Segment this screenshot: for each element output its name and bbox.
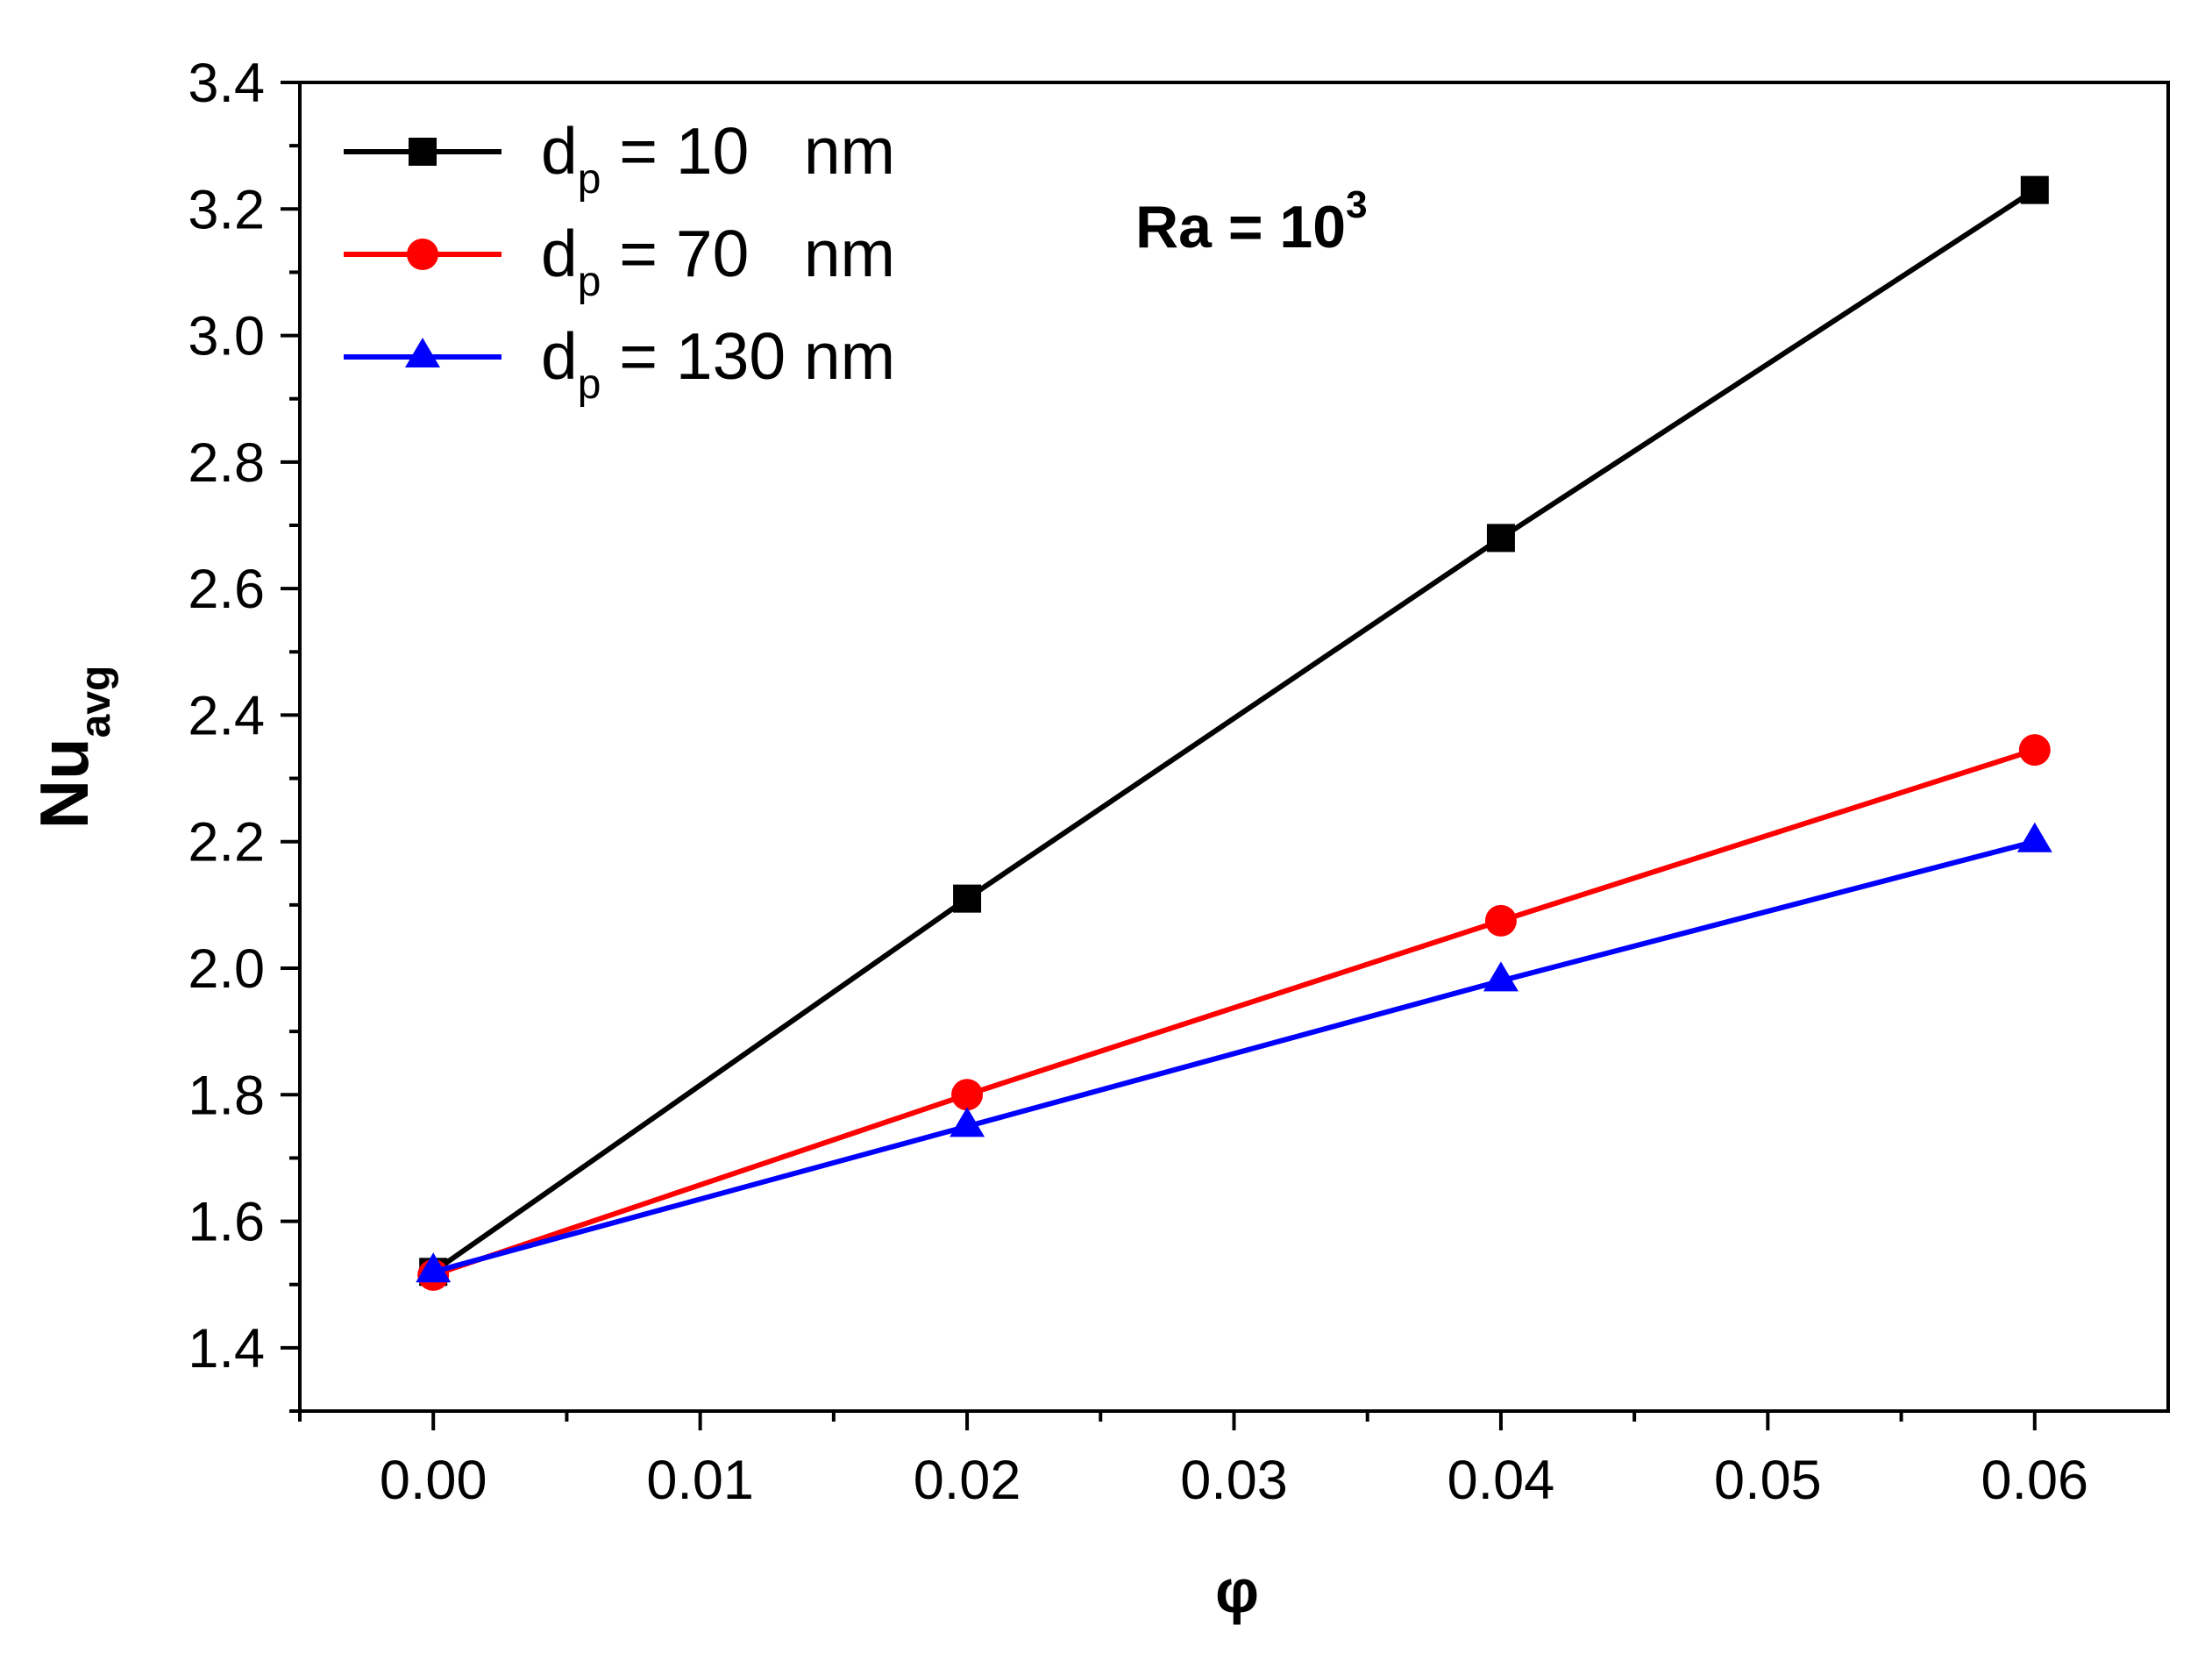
- legend-marker-square: [409, 138, 437, 166]
- series-line-2: [432, 838, 2036, 1275]
- data-point-triangle: [2016, 822, 2052, 852]
- y-tick-label: 2.8: [188, 432, 265, 494]
- y-tick-label: 2.4: [188, 685, 265, 746]
- y-tick-label: 1.6: [188, 1192, 265, 1253]
- y-axis-title-main: Nu: [25, 738, 103, 829]
- y-tick-label: 3.0: [188, 306, 265, 367]
- x-axis-title: φ: [1215, 1557, 1259, 1625]
- x-tick-label: 0.05: [1714, 1450, 1822, 1511]
- annotation-rayleigh: Ra = 103: [1135, 183, 1368, 260]
- data-point-square: [953, 884, 982, 913]
- legend-item-70nm: dp = 70 nm: [344, 217, 895, 305]
- legend-label-main: d: [541, 217, 578, 290]
- legend-label-rest: = 10 nm: [601, 114, 895, 188]
- legend-label-rest: = 70 nm: [601, 217, 895, 290]
- data-point-circle: [951, 1079, 984, 1111]
- legend-label-sub: p: [578, 259, 601, 305]
- legend-label-rest: = 130 nm: [601, 319, 895, 393]
- x-tick-label: 0.00: [380, 1450, 487, 1511]
- x-tick-label: 0.04: [1447, 1450, 1555, 1511]
- legend-label-sub: p: [578, 156, 601, 203]
- legend-label-main: d: [541, 114, 578, 188]
- svg-text:dp = 70 nm: dp = 70 nm: [541, 217, 895, 305]
- data-point-circle: [2018, 734, 2051, 766]
- data-point-circle: [1484, 904, 1517, 937]
- data-point-triangle: [1483, 961, 1519, 992]
- y-tick-label: 2.0: [188, 938, 265, 1000]
- y-axis-title-sub: avg: [73, 666, 119, 738]
- svg-text:dp = 10 nm: dp = 10 nm: [541, 114, 895, 203]
- y-axis-title: Nuavg: [25, 666, 119, 830]
- annotation-main: Ra = 10: [1135, 194, 1346, 260]
- series-line-0: [431, 188, 2037, 1274]
- y-tick-label: 1.8: [188, 1065, 265, 1126]
- y-tick-label: 3.2: [188, 179, 265, 240]
- data-point-square: [1486, 524, 1515, 553]
- data-point-triangle: [950, 1107, 985, 1137]
- y-axis: 1.4 1.6 1.8 2.0 2.2 2.4 2.6 2.8 3.0 3.2 3.4: [188, 53, 300, 1413]
- legend-marker-triangle: [405, 338, 440, 367]
- legend-label-main: d: [541, 319, 578, 393]
- legend-item-10nm: dp = 10 nm: [344, 114, 895, 203]
- series-layer: [416, 175, 2052, 1291]
- data-point-square: [2020, 175, 2049, 204]
- svg-text:dp = 130 nm: dp = 130 nm: [541, 319, 895, 408]
- legend-item-130nm: dp = 130 nm: [344, 319, 895, 408]
- x-tick-label: 0.06: [1981, 1450, 2088, 1511]
- y-tick-label: 2.6: [188, 559, 265, 620]
- legend-marker-circle: [407, 239, 438, 270]
- y-tick-label: 3.4: [188, 53, 265, 114]
- annotation-sup: 3: [1346, 183, 1367, 226]
- series-line-1: [432, 747, 2036, 1278]
- data-point-triangle: [416, 1252, 452, 1283]
- legend: dp = 10 nm dp = 70 nm dp = 130 nm: [344, 114, 895, 408]
- x-tick-label: 0.01: [646, 1450, 754, 1511]
- x-axis: 0.00 0.01 0.02 0.03 0.04 0.05 0.06: [298, 1411, 2088, 1511]
- x-tick-label: 0.02: [914, 1450, 1021, 1511]
- x-tick-label: 0.03: [1180, 1450, 1288, 1511]
- y-tick-label: 1.4: [188, 1318, 265, 1380]
- y-tick-label: 2.2: [188, 812, 265, 873]
- legend-label-sub: p: [578, 361, 601, 408]
